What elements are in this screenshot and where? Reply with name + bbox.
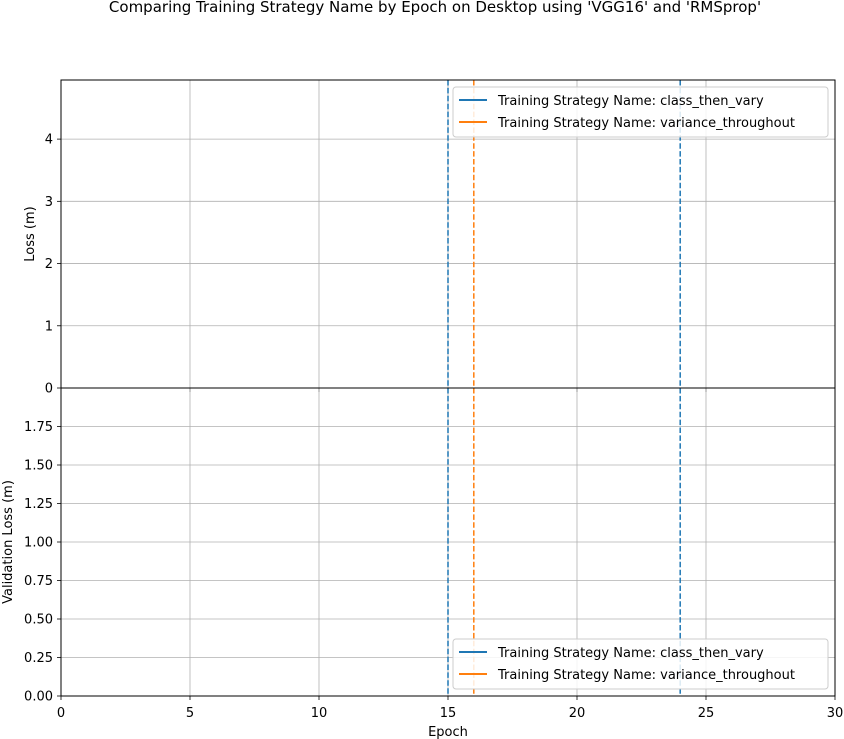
x-tick-label: 30 bbox=[827, 706, 844, 721]
x-tick-label: 10 bbox=[311, 706, 328, 721]
panel-top: 0 1 2 3 4 Loss (m) Training Strategy Name: cla… bbox=[23, 79, 836, 397]
y-axis-label: Loss (m) bbox=[23, 206, 38, 261]
y-tick-label: 2 bbox=[45, 257, 53, 272]
figure-title: Comparing Training Strategy Name by Epoc… bbox=[109, 0, 761, 16]
panel-bottom: 0.00 0.25 0.50 0.75 1.00 1.25 1.50 1.75 0 5 10 15 20… bbox=[1, 387, 844, 739]
y-tick-label: 1 bbox=[45, 319, 53, 334]
x-tick-label: 5 bbox=[186, 706, 194, 721]
x-axis-label: Epoch bbox=[428, 725, 468, 739]
y-tick-label: 4 bbox=[45, 133, 53, 148]
legend-label-1: Training Strategy Name: variance_through… bbox=[497, 116, 795, 131]
legend-box bbox=[452, 86, 829, 138]
y-tick-label: 0 bbox=[45, 382, 53, 397]
y-axis-label: Validation Loss (m) bbox=[1, 480, 16, 604]
y-tick-label: 0.50 bbox=[24, 613, 53, 628]
x-tick-label: 0 bbox=[57, 706, 65, 721]
legend-label-0: Training Strategy Name: class_then_vary bbox=[497, 94, 764, 109]
y-tick-label: 3 bbox=[45, 195, 53, 210]
legend-label-0: Training Strategy Name: class_then_vary bbox=[497, 646, 764, 661]
y-tick-label: 1.25 bbox=[24, 497, 53, 512]
y-tick-label: 0.75 bbox=[24, 574, 53, 589]
y-tick-label: 1.75 bbox=[24, 420, 53, 435]
legend-label-1: Training Strategy Name: variance_through… bbox=[497, 668, 795, 683]
y-tick-label: 0.00 bbox=[24, 690, 53, 705]
x-tick-label: 20 bbox=[569, 706, 586, 721]
y-tick-label: 1.00 bbox=[24, 536, 53, 551]
legend: Training Strategy Name: class_then_vary T… bbox=[452, 638, 829, 690]
x-tick-label: 25 bbox=[698, 706, 715, 721]
x-tick-label: 15 bbox=[440, 706, 457, 721]
legend-box bbox=[452, 638, 829, 690]
y-tick-label: 1.50 bbox=[24, 459, 53, 474]
legend: Training Strategy Name: class_then_vary T… bbox=[452, 86, 829, 138]
y-tick-label: 0.25 bbox=[24, 651, 53, 666]
